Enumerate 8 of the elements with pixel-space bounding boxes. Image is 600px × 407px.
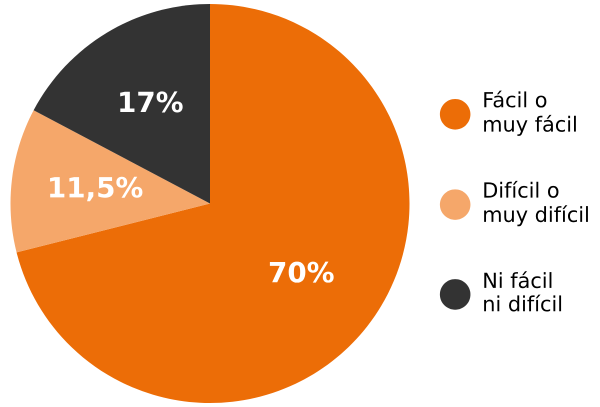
pie-slice	[34, 4, 210, 204]
data-label: 17%	[120, 91, 183, 112]
pie-slice	[16, 4, 410, 403]
data-label: 70%	[270, 262, 334, 283]
legend-label: Difícil o muy difícil	[484, 180, 588, 226]
legend-label: Fácil o muy fácil	[484, 90, 576, 136]
legend-label: Ni fácil ni difícil	[484, 271, 562, 312]
data-label: 11,5%	[50, 176, 142, 202]
